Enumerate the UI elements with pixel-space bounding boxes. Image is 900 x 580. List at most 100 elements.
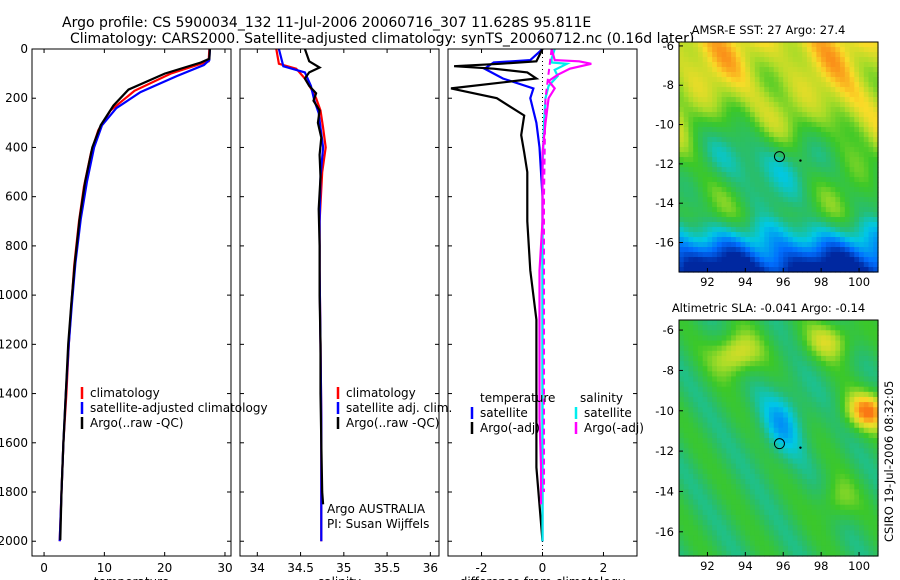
- sst_map-cell: [840, 122, 846, 128]
- sst_map-cell: [759, 172, 765, 178]
- sla_map-cell: [707, 468, 713, 475]
- sst_map-cell: [773, 67, 780, 73]
- sla_map-cell: [679, 453, 685, 460]
- sla_map-cell: [854, 412, 860, 419]
- sla_map-cell: [750, 494, 756, 501]
- sla_map-cell: [835, 453, 841, 460]
- sla_map-cell: [693, 479, 699, 485]
- sla_map-cell: [873, 484, 879, 490]
- sla_map-cell: [712, 499, 718, 506]
- sst_map-cell: [859, 77, 865, 83]
- sst_map-cell: [731, 52, 737, 58]
- sla_map-cell: [844, 417, 851, 424]
- sla_map-cell: [745, 371, 751, 378]
- sla_map-cell: [821, 438, 827, 444]
- sst_map-cell: [830, 67, 836, 73]
- sla_map-cell: [844, 494, 851, 501]
- sst_map-frame: [678, 41, 879, 273]
- sst_map-cell: [693, 237, 699, 243]
- sla_map-cell: [735, 535, 742, 542]
- sst_map-cell: [778, 117, 784, 123]
- sla_map-cell: [859, 402, 865, 408]
- sst_map-cell: [683, 247, 690, 253]
- sla_map-cell: [712, 514, 718, 521]
- sst_map-cell: [849, 262, 855, 268]
- sst_map-cell: [693, 72, 699, 78]
- sla_map-cell: [816, 494, 822, 501]
- sst_map-cell: [806, 132, 813, 138]
- sst_map-cell: [840, 47, 846, 53]
- sst_map-cell: [830, 92, 836, 98]
- sst_map-cell: [844, 137, 851, 143]
- sst_map-cell: [688, 77, 694, 83]
- sst_map-cell: [716, 137, 723, 143]
- sla_map-cell: [830, 366, 836, 372]
- sst_map-cell: [797, 172, 803, 178]
- sla_map-cell: [859, 448, 865, 454]
- sst_map-cell: [721, 87, 727, 93]
- sst_map-cell: [745, 267, 751, 273]
- sst_map-cell: [693, 107, 699, 113]
- sst_map-cell: [726, 77, 732, 83]
- sst_map-cell: [787, 222, 794, 228]
- sst_map-cell: [735, 187, 742, 193]
- sst_map-cell: [707, 222, 713, 228]
- sst_map-cell: [745, 157, 751, 163]
- sla_map-cell: [778, 376, 784, 383]
- sla_map-cell: [707, 504, 713, 511]
- sla_map-cell: [835, 422, 841, 429]
- sla_map-cell: [806, 509, 813, 516]
- sla_map-cell: [821, 396, 827, 403]
- sla_map-cell: [830, 325, 836, 331]
- sla_map-cell: [787, 494, 794, 501]
- sla_map-cell: [712, 473, 718, 480]
- sla_map-cell: [726, 545, 732, 552]
- sst_map-cell: [859, 62, 865, 68]
- sla_map-cell: [849, 432, 855, 439]
- sla_map-cell: [792, 381, 799, 388]
- sla_map-cell: [769, 489, 775, 496]
- sla_map-cell: [697, 473, 704, 480]
- sla_map-cell: [854, 402, 860, 408]
- sla_map-cell: [797, 473, 803, 480]
- sla_map-cell: [806, 427, 813, 434]
- sla_map-cell: [854, 520, 860, 526]
- sla_map-cell: [859, 504, 865, 511]
- sla_map-cell: [821, 330, 827, 336]
- sla_map-cell: [802, 458, 808, 465]
- sla_map-cell: [849, 355, 855, 362]
- sst_map-cell: [679, 107, 685, 113]
- sla_map-cell: [821, 350, 827, 357]
- sla_map-cell: [816, 525, 822, 531]
- sst_map-cell: [754, 172, 761, 178]
- sla_map-ytick-label: -12: [655, 444, 674, 458]
- sla_map-cell: [816, 453, 822, 460]
- sst_map-cell: [787, 157, 794, 163]
- sla_map-cell: [821, 427, 827, 434]
- sla_map-cell: [688, 448, 694, 454]
- sst_map-cell: [787, 232, 794, 238]
- sla_map-cell: [873, 463, 879, 470]
- sla_map-cell: [731, 325, 737, 331]
- sst_map-cell: [868, 207, 874, 213]
- sst_map-cell: [797, 142, 803, 148]
- sst_map-cell: [811, 227, 818, 233]
- sst_map-cell: [693, 117, 699, 123]
- sla_map-cell: [697, 402, 704, 408]
- sla_map-cell: [716, 494, 723, 501]
- sst_map-cell: [740, 42, 746, 48]
- sla_map-cell: [750, 504, 756, 511]
- sla_map-cell: [764, 350, 770, 357]
- sst_map-cell: [759, 127, 765, 133]
- sst_map-cell: [740, 152, 746, 158]
- sst_map-cell: [773, 132, 780, 138]
- sst_map-cell: [712, 237, 718, 243]
- sla_map-cell: [825, 427, 832, 434]
- sst_map-cell: [778, 207, 784, 213]
- sst_map-cell: [769, 52, 775, 58]
- temperature-xtick-label: 0: [40, 561, 48, 575]
- sst_map-cell: [787, 72, 794, 78]
- sla_map-cell: [830, 345, 836, 352]
- sla_map-cell: [693, 540, 699, 547]
- sla_map-cell: [707, 489, 713, 496]
